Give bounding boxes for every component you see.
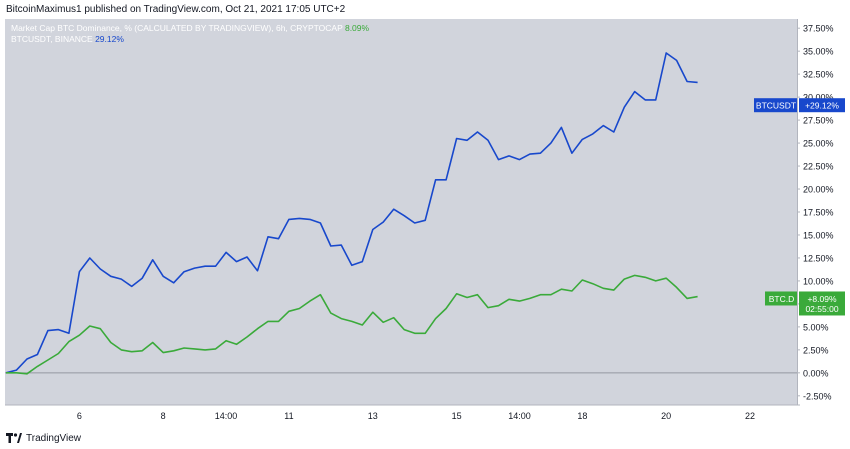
- x-tick-label: 15: [452, 411, 462, 421]
- x-tick-label: 18: [577, 411, 587, 421]
- footer-brand: TradingView: [26, 432, 82, 444]
- legend-entry: BTCUSDT, BINANCE 29.12%: [11, 34, 124, 44]
- y-tick-label: 30.00%: [803, 93, 834, 103]
- x-tick-label: 11: [284, 411, 293, 421]
- y-tick-label: 32.50%: [803, 70, 834, 80]
- series-line-btcusdt[interactable]: [5, 52, 698, 374]
- series-tag-btcusdt: [754, 98, 798, 113]
- series-tag-label: BTC.D: [769, 294, 795, 304]
- x-tick-label: 6: [77, 411, 82, 421]
- y-tick-label: -2.50%: [803, 391, 832, 401]
- x-tick-label: 14:00: [215, 411, 238, 421]
- y-tick-label: 35.00%: [803, 47, 834, 57]
- chart[interactable]: 37.50% 35.00% 32.50% 30.00% 27.50% 25.00% 22.5…: [0, 19, 850, 428]
- legend-entry: Market Cap BTC Dominance, % (CALCULATED …: [11, 23, 370, 33]
- x-tick-label: 13: [368, 411, 378, 421]
- y-tick-label: 15.00%: [803, 230, 834, 240]
- y-tick-label: 37.50%: [803, 24, 834, 34]
- chart-svg[interactable]: 37.50% 35.00% 32.50% 30.00% 27.50% 25.00% 22.5…: [0, 19, 850, 428]
- y-tick-label: 0.00%: [803, 368, 829, 378]
- series-value-label: +29.12%: [805, 101, 839, 111]
- y-tick-label: 27.50%: [803, 116, 834, 126]
- series-tag-label: BTCUSDT: [756, 101, 796, 111]
- series-value-label: +8.09%: [807, 294, 837, 304]
- y-tick-label: 10.00%: [803, 276, 834, 286]
- countdown-label: 02:55:00: [805, 304, 838, 314]
- x-tick-label: 22: [745, 411, 755, 421]
- y-tick-label: 12.50%: [803, 253, 834, 263]
- tradingview-logo-icon: [6, 433, 22, 443]
- y-tick-label: 20.00%: [803, 185, 834, 195]
- series-value-box-btcusdt: [799, 98, 845, 113]
- series-line-btcd[interactable]: [6, 274, 698, 375]
- x-tick-label: 14:00: [508, 411, 531, 421]
- plot-area[interactable]: [5, 19, 797, 405]
- publish-line: BitcoinMaximus1 published on TradingView…: [6, 4, 346, 15]
- footer: TradingView: [6, 431, 81, 445]
- x-tick-label: 20: [661, 411, 671, 421]
- y-tick-label: 22.50%: [803, 162, 834, 172]
- x-tick-label: 8: [161, 411, 166, 421]
- y-tick-label: 5.00%: [803, 322, 829, 332]
- y-tick-label: 2.50%: [803, 345, 829, 355]
- series-tag-btcd: [765, 291, 798, 306]
- y-tick-label: 17.50%: [803, 208, 834, 218]
- y-tick-label: 25.00%: [803, 139, 834, 149]
- series-value-box-btcd: [799, 291, 845, 316]
